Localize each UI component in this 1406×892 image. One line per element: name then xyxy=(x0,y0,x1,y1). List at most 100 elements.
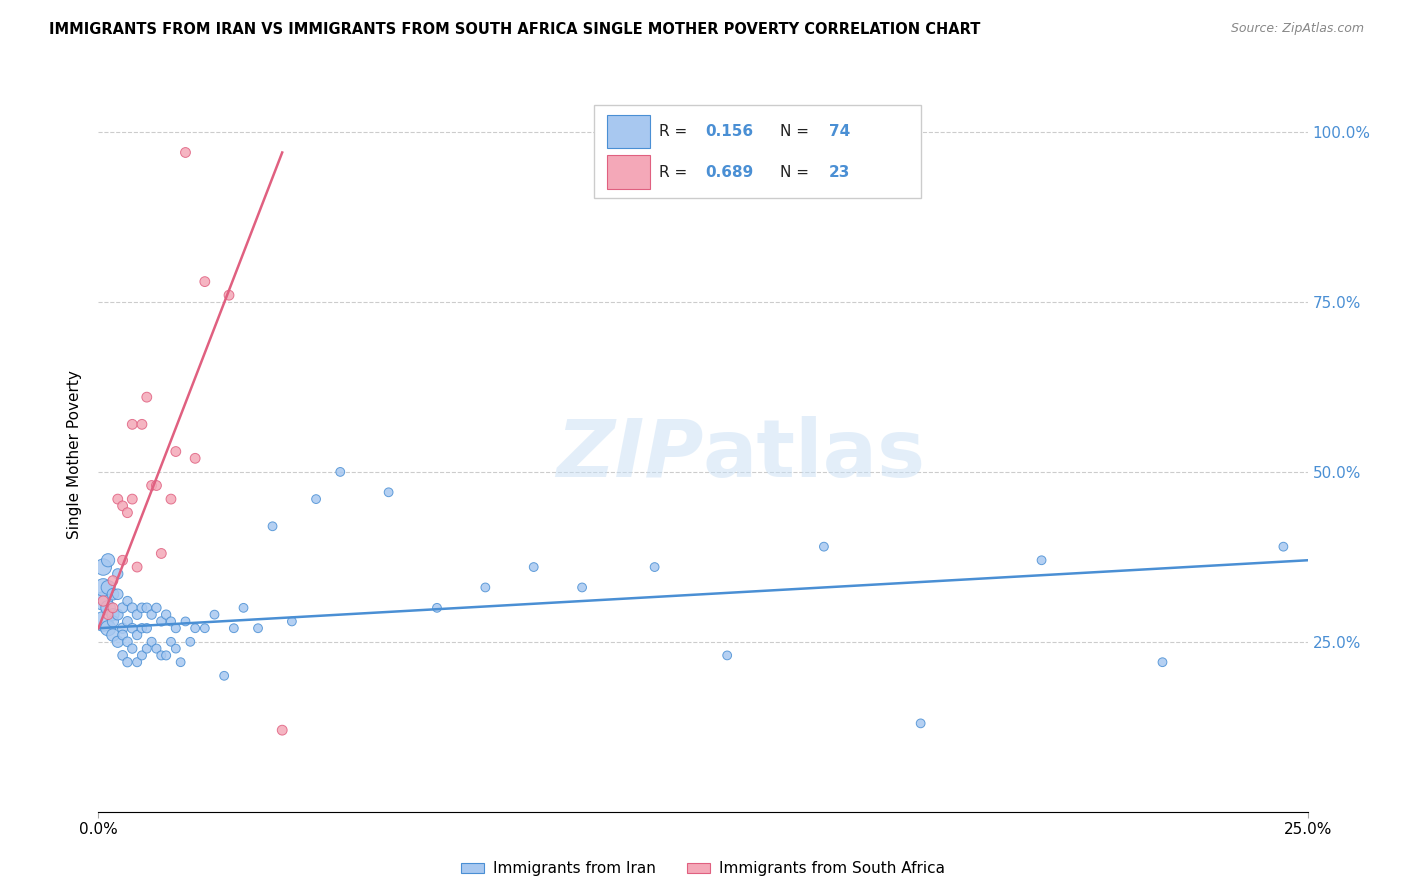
Point xyxy=(97,607,120,622)
Point xyxy=(169,655,191,669)
Point xyxy=(131,600,153,615)
Point xyxy=(141,478,163,492)
Point xyxy=(145,478,167,492)
Point xyxy=(107,566,129,581)
Point xyxy=(101,628,124,642)
Text: R =: R = xyxy=(659,164,693,179)
Point xyxy=(111,648,134,663)
Point xyxy=(174,145,197,160)
Point xyxy=(232,600,254,615)
Point xyxy=(101,574,124,588)
Text: atlas: atlas xyxy=(703,416,927,494)
Point xyxy=(121,621,143,635)
Point xyxy=(101,587,124,601)
Text: N =: N = xyxy=(780,164,814,179)
Point xyxy=(107,635,129,649)
Point xyxy=(131,621,153,635)
Point xyxy=(271,723,294,738)
Point xyxy=(97,581,120,595)
Point xyxy=(305,492,328,507)
Text: 74: 74 xyxy=(830,124,851,139)
FancyBboxPatch shape xyxy=(595,105,921,198)
Point xyxy=(101,607,124,622)
Point xyxy=(150,648,173,663)
Point xyxy=(121,492,143,507)
FancyBboxPatch shape xyxy=(607,114,650,148)
Legend: Immigrants from Iran, Immigrants from South Africa: Immigrants from Iran, Immigrants from So… xyxy=(456,855,950,882)
Text: ZIP: ZIP xyxy=(555,416,703,494)
Point xyxy=(91,560,114,574)
Point xyxy=(377,485,399,500)
Point xyxy=(194,275,217,289)
Point xyxy=(426,600,449,615)
Point xyxy=(141,607,163,622)
Point xyxy=(97,600,120,615)
Point xyxy=(111,621,134,635)
Point xyxy=(218,288,240,302)
Point xyxy=(160,492,183,507)
Point xyxy=(101,600,124,615)
Point xyxy=(121,417,143,432)
Text: 0.689: 0.689 xyxy=(706,164,754,179)
Text: 23: 23 xyxy=(830,164,851,179)
Text: R =: R = xyxy=(659,124,693,139)
Point xyxy=(281,615,304,629)
Point xyxy=(184,621,207,635)
Point xyxy=(127,560,149,574)
Point xyxy=(91,594,114,608)
Point xyxy=(107,492,129,507)
Point xyxy=(174,615,197,629)
Point xyxy=(101,615,124,629)
Point xyxy=(91,615,114,629)
Point xyxy=(813,540,835,554)
Point xyxy=(117,615,139,629)
Point xyxy=(165,621,187,635)
Point xyxy=(155,607,177,622)
Point xyxy=(91,581,114,595)
Point xyxy=(910,716,932,731)
Point xyxy=(716,648,738,663)
Point xyxy=(212,669,235,683)
Point xyxy=(1152,655,1174,669)
Point xyxy=(247,621,270,635)
Point xyxy=(111,499,134,513)
Point xyxy=(141,635,163,649)
Text: IMMIGRANTS FROM IRAN VS IMMIGRANTS FROM SOUTH AFRICA SINGLE MOTHER POVERTY CORRE: IMMIGRANTS FROM IRAN VS IMMIGRANTS FROM … xyxy=(49,22,980,37)
Y-axis label: Single Mother Poverty: Single Mother Poverty xyxy=(67,370,83,540)
Point xyxy=(150,615,173,629)
Point xyxy=(127,607,149,622)
Point xyxy=(121,641,143,656)
Point xyxy=(145,641,167,656)
Point xyxy=(135,390,157,404)
Point xyxy=(184,451,207,466)
Point xyxy=(571,581,593,595)
Point xyxy=(194,621,217,635)
Point xyxy=(117,594,139,608)
Point xyxy=(165,444,187,458)
Point xyxy=(644,560,666,574)
Point xyxy=(145,600,167,615)
Point xyxy=(107,587,129,601)
Point xyxy=(135,621,157,635)
Point xyxy=(204,607,226,622)
Point xyxy=(1272,540,1295,554)
Point xyxy=(127,655,149,669)
FancyBboxPatch shape xyxy=(607,155,650,189)
Point xyxy=(117,635,139,649)
Point xyxy=(107,607,129,622)
Point xyxy=(150,546,173,560)
Point xyxy=(160,635,183,649)
Point xyxy=(121,600,143,615)
Point xyxy=(179,635,201,649)
Point xyxy=(262,519,284,533)
Point xyxy=(111,553,134,567)
Point xyxy=(127,628,149,642)
Point xyxy=(1031,553,1053,567)
Point xyxy=(222,621,245,635)
Point xyxy=(165,641,187,656)
Point xyxy=(131,417,153,432)
Point xyxy=(91,594,114,608)
Point xyxy=(111,628,134,642)
Text: Source: ZipAtlas.com: Source: ZipAtlas.com xyxy=(1230,22,1364,36)
Point xyxy=(523,560,546,574)
